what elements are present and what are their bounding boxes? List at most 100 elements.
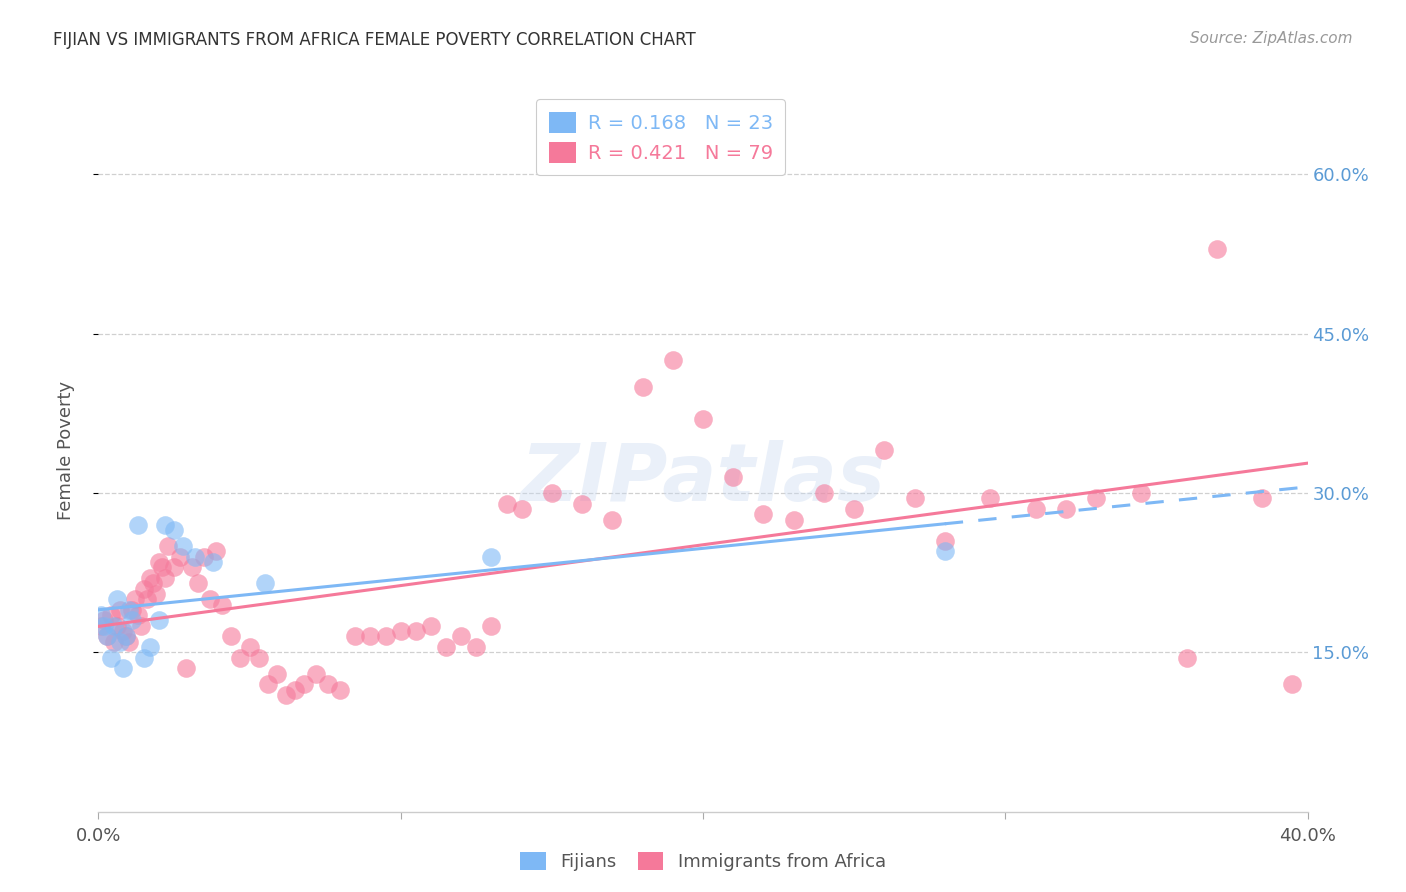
Point: [783, 512, 806, 526]
Point: [360, 629, 382, 643]
Point: [329, 682, 352, 697]
Point: [100, 608, 122, 623]
Point: [90, 608, 112, 623]
Point: [904, 491, 927, 506]
Point: [148, 614, 170, 628]
Point: [420, 619, 443, 633]
Point: [510, 502, 533, 516]
Point: [405, 624, 427, 639]
Point: [93, 614, 115, 628]
Y-axis label: Female Poverty: Female Poverty: [56, 381, 75, 520]
Point: [316, 677, 339, 691]
Point: [114, 629, 136, 643]
Point: [1130, 486, 1153, 500]
Point: [495, 497, 517, 511]
Point: [266, 666, 288, 681]
Point: [172, 539, 194, 553]
Point: [153, 571, 176, 585]
Point: [752, 507, 775, 521]
Point: [127, 517, 149, 532]
Point: [631, 380, 654, 394]
Point: [1281, 677, 1303, 691]
Point: [229, 650, 252, 665]
Point: [202, 555, 225, 569]
Point: [163, 560, 186, 574]
Point: [105, 619, 128, 633]
Point: [139, 640, 162, 654]
Point: [145, 587, 167, 601]
Point: [96, 629, 118, 643]
Point: [481, 549, 503, 564]
Point: [692, 411, 714, 425]
Point: [844, 502, 866, 516]
Point: [284, 682, 307, 697]
Point: [602, 512, 624, 526]
Point: [129, 619, 152, 633]
Point: [174, 661, 197, 675]
Point: [211, 598, 233, 612]
Point: [239, 640, 262, 654]
Point: [450, 629, 472, 643]
Point: [156, 539, 179, 553]
Point: [256, 677, 278, 691]
Legend: Fijians, Immigrants from Africa: Fijians, Immigrants from Africa: [513, 845, 893, 879]
Text: FIJIAN VS IMMIGRANTS FROM AFRICA FEMALE POVERTY CORRELATION CHART: FIJIAN VS IMMIGRANTS FROM AFRICA FEMALE …: [53, 31, 696, 49]
Point: [1054, 502, 1077, 516]
Point: [205, 544, 228, 558]
Point: [121, 614, 143, 628]
Point: [150, 560, 173, 574]
Point: [127, 608, 149, 623]
Point: [389, 624, 412, 639]
Point: [274, 688, 297, 702]
Point: [1085, 491, 1108, 506]
Point: [465, 640, 488, 654]
Point: [132, 582, 155, 596]
Point: [193, 549, 215, 564]
Point: [100, 650, 122, 665]
Point: [181, 560, 204, 574]
Text: Source: ZipAtlas.com: Source: ZipAtlas.com: [1189, 31, 1353, 46]
Point: [292, 677, 315, 691]
Legend: R = 0.168   N = 23, R = 0.421   N = 79: R = 0.168 N = 23, R = 0.421 N = 79: [536, 99, 786, 176]
Point: [979, 491, 1001, 506]
Point: [118, 634, 141, 648]
Point: [374, 629, 396, 643]
Point: [142, 576, 165, 591]
Point: [247, 650, 270, 665]
Point: [934, 544, 956, 558]
Point: [103, 619, 125, 633]
Point: [200, 592, 222, 607]
Point: [873, 443, 896, 458]
Point: [135, 592, 157, 607]
Point: [111, 624, 134, 639]
Point: [108, 634, 131, 648]
Point: [434, 640, 457, 654]
Point: [813, 486, 835, 500]
Point: [1024, 502, 1046, 516]
Point: [163, 523, 186, 537]
Point: [132, 650, 155, 665]
Point: [93, 619, 115, 633]
Point: [169, 549, 191, 564]
Point: [153, 517, 176, 532]
Point: [96, 629, 118, 643]
Text: ZIPatlas: ZIPatlas: [520, 441, 886, 518]
Point: [187, 576, 209, 591]
Point: [1206, 242, 1229, 256]
Point: [184, 549, 207, 564]
Point: [90, 619, 112, 633]
Point: [105, 592, 128, 607]
Point: [148, 555, 170, 569]
Point: [934, 533, 956, 548]
Point: [661, 353, 683, 368]
Point: [121, 603, 143, 617]
Point: [253, 576, 276, 591]
Point: [114, 629, 136, 643]
Point: [1251, 491, 1274, 506]
Point: [221, 629, 243, 643]
Point: [723, 470, 745, 484]
Point: [540, 486, 562, 500]
Point: [108, 603, 131, 617]
Point: [481, 619, 503, 633]
Point: [103, 634, 125, 648]
